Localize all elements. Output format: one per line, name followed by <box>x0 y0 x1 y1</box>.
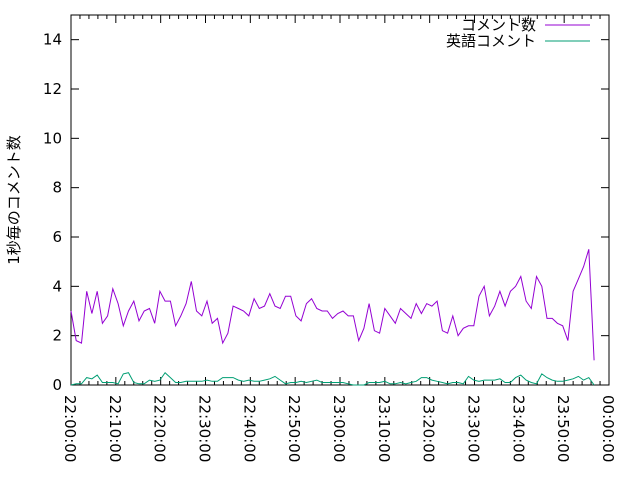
y-tick-label: 10 <box>43 129 62 147</box>
y-tick-label: 2 <box>52 327 62 345</box>
x-tick-label: 22:20:00 <box>151 395 169 462</box>
x-tick-label: 23:00:00 <box>330 395 348 462</box>
y-tick-labels: 0 2 4 6 8 10 12 14 <box>43 31 62 394</box>
y-tick-label: 6 <box>52 228 62 246</box>
plot-border <box>70 14 610 386</box>
y-tick-label: 0 <box>52 376 62 394</box>
legend: コメント数 英語コメント <box>446 16 590 50</box>
y-tick-label: 12 <box>43 80 62 98</box>
y-axis-label: 1秒毎のコメント数 <box>5 135 23 265</box>
x-tick-label: 23:40:00 <box>509 395 527 462</box>
x-tick-label: 22:50:00 <box>285 395 303 462</box>
x-tick-label: 23:10:00 <box>375 395 393 462</box>
x-tick-label: 22:00:00 <box>61 395 79 462</box>
series-line-1 <box>70 371 595 386</box>
series-line-0 <box>70 249 595 361</box>
x-tick-label: 22:10:00 <box>106 395 124 462</box>
y-tick-label: 14 <box>43 31 62 49</box>
x-tick-label: 22:40:00 <box>240 395 258 462</box>
x-tick-labels: 22:00:00 22:10:00 22:20:00 22:30:00 22:40:00… <box>61 395 617 462</box>
x-tick-label: 23:30:00 <box>465 395 483 462</box>
series-lines <box>70 249 595 386</box>
tick-marks <box>70 15 610 386</box>
legend-label-0: コメント数 <box>461 16 536 34</box>
y-tick-label: 8 <box>52 179 62 197</box>
legend-label-1: 英語コメント <box>446 32 536 50</box>
axes <box>70 14 610 386</box>
x-tick-label: 22:30:00 <box>196 395 214 462</box>
x-tick-label: 00:00:00 <box>599 395 617 462</box>
x-tick-label: 23:50:00 <box>554 395 572 462</box>
y-tick-label: 4 <box>52 277 62 295</box>
x-tick-label: 23:20:00 <box>420 395 438 462</box>
